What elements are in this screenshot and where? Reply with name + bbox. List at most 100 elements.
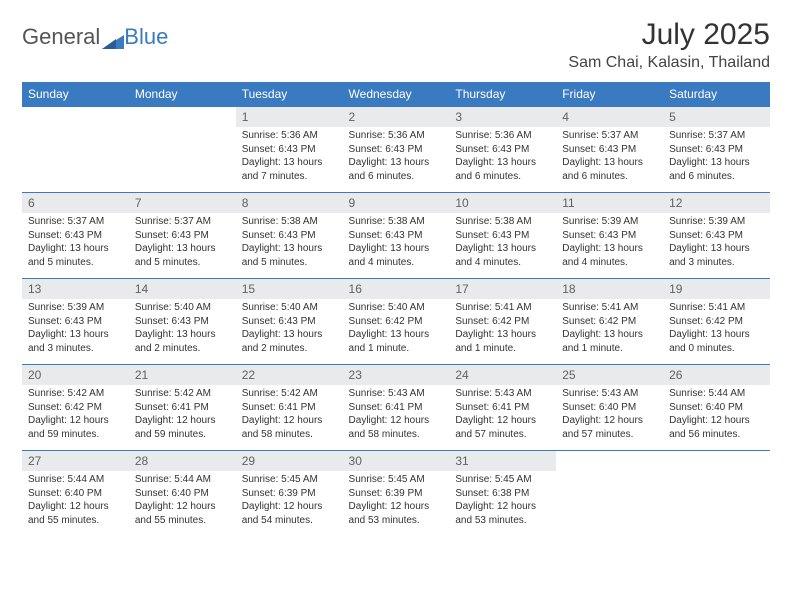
sunrise-line: Sunrise: 5:39 AM <box>669 215 764 229</box>
daylight-line: Daylight: 12 hours and 59 minutes. <box>135 414 230 441</box>
day-cell <box>663 451 770 537</box>
day-body: Sunrise: 5:42 AMSunset: 6:42 PMDaylight:… <box>22 385 129 445</box>
day-body: Sunrise: 5:38 AMSunset: 6:43 PMDaylight:… <box>449 213 556 273</box>
day-cell: 4Sunrise: 5:37 AMSunset: 6:43 PMDaylight… <box>556 107 663 193</box>
sunrise-line: Sunrise: 5:38 AM <box>455 215 550 229</box>
day-cell: 1Sunrise: 5:36 AMSunset: 6:43 PMDaylight… <box>236 107 343 193</box>
week-row: 27Sunrise: 5:44 AMSunset: 6:40 PMDayligh… <box>22 451 770 537</box>
day-body: Sunrise: 5:36 AMSunset: 6:43 PMDaylight:… <box>449 127 556 187</box>
location: Sam Chai, Kalasin, Thailand <box>568 54 770 72</box>
week-row: 1Sunrise: 5:36 AMSunset: 6:43 PMDaylight… <box>22 107 770 193</box>
header: General Blue July 2025 Sam Chai, Kalasin… <box>22 18 770 72</box>
sunset-line: Sunset: 6:40 PM <box>135 487 230 501</box>
day-number: 5 <box>663 107 770 127</box>
day-cell <box>22 107 129 193</box>
brand-logo: General Blue <box>22 24 168 50</box>
daylight-line: Daylight: 12 hours and 58 minutes. <box>349 414 444 441</box>
daylight-line: Daylight: 13 hours and 4 minutes. <box>349 242 444 269</box>
day-cell: 10Sunrise: 5:38 AMSunset: 6:43 PMDayligh… <box>449 193 556 279</box>
day-number: 4 <box>556 107 663 127</box>
sunrise-line: Sunrise: 5:43 AM <box>349 387 444 401</box>
day-number: 3 <box>449 107 556 127</box>
calendar-table: Sunday Monday Tuesday Wednesday Thursday… <box>22 82 770 537</box>
sunrise-line: Sunrise: 5:44 AM <box>28 473 123 487</box>
sunset-line: Sunset: 6:41 PM <box>349 401 444 415</box>
daylight-line: Daylight: 13 hours and 5 minutes. <box>28 242 123 269</box>
day-number: 8 <box>236 193 343 213</box>
day-body: Sunrise: 5:44 AMSunset: 6:40 PMDaylight:… <box>663 385 770 445</box>
day-body: Sunrise: 5:40 AMSunset: 6:43 PMDaylight:… <box>129 299 236 359</box>
daylight-line: Daylight: 13 hours and 4 minutes. <box>455 242 550 269</box>
sunset-line: Sunset: 6:42 PM <box>669 315 764 329</box>
sunset-line: Sunset: 6:42 PM <box>28 401 123 415</box>
day-cell: 9Sunrise: 5:38 AMSunset: 6:43 PMDaylight… <box>343 193 450 279</box>
day-number: 22 <box>236 365 343 385</box>
day-cell: 12Sunrise: 5:39 AMSunset: 6:43 PMDayligh… <box>663 193 770 279</box>
daylight-line: Daylight: 13 hours and 5 minutes. <box>242 242 337 269</box>
sunset-line: Sunset: 6:41 PM <box>455 401 550 415</box>
sunset-line: Sunset: 6:43 PM <box>562 143 657 157</box>
sunrise-line: Sunrise: 5:42 AM <box>28 387 123 401</box>
day-number: 28 <box>129 451 236 471</box>
day-body: Sunrise: 5:37 AMSunset: 6:43 PMDaylight:… <box>556 127 663 187</box>
daylight-line: Daylight: 13 hours and 6 minutes. <box>455 156 550 183</box>
sunset-line: Sunset: 6:43 PM <box>455 229 550 243</box>
day-body: Sunrise: 5:41 AMSunset: 6:42 PMDaylight:… <box>663 299 770 359</box>
day-number <box>663 451 770 471</box>
sunset-line: Sunset: 6:39 PM <box>242 487 337 501</box>
day-cell: 7Sunrise: 5:37 AMSunset: 6:43 PMDaylight… <box>129 193 236 279</box>
brand-sail-icon <box>102 29 124 45</box>
day-number: 15 <box>236 279 343 299</box>
sunrise-line: Sunrise: 5:44 AM <box>669 387 764 401</box>
day-body: Sunrise: 5:44 AMSunset: 6:40 PMDaylight:… <box>129 471 236 531</box>
day-cell: 21Sunrise: 5:42 AMSunset: 6:41 PMDayligh… <box>129 365 236 451</box>
day-number <box>556 451 663 471</box>
sunset-line: Sunset: 6:42 PM <box>562 315 657 329</box>
daylight-line: Daylight: 12 hours and 54 minutes. <box>242 500 337 527</box>
day-body: Sunrise: 5:37 AMSunset: 6:43 PMDaylight:… <box>129 213 236 273</box>
sunset-line: Sunset: 6:43 PM <box>135 229 230 243</box>
day-cell: 8Sunrise: 5:38 AMSunset: 6:43 PMDaylight… <box>236 193 343 279</box>
day-number: 11 <box>556 193 663 213</box>
day-number: 1 <box>236 107 343 127</box>
day-body: Sunrise: 5:38 AMSunset: 6:43 PMDaylight:… <box>236 213 343 273</box>
day-body: Sunrise: 5:36 AMSunset: 6:43 PMDaylight:… <box>343 127 450 187</box>
day-cell: 3Sunrise: 5:36 AMSunset: 6:43 PMDaylight… <box>449 107 556 193</box>
day-cell: 27Sunrise: 5:44 AMSunset: 6:40 PMDayligh… <box>22 451 129 537</box>
day-number: 26 <box>663 365 770 385</box>
calendar-body: 1Sunrise: 5:36 AMSunset: 6:43 PMDaylight… <box>22 107 770 537</box>
brand-part2: Blue <box>124 24 168 50</box>
day-number: 2 <box>343 107 450 127</box>
daylight-line: Daylight: 13 hours and 1 minute. <box>349 328 444 355</box>
sunset-line: Sunset: 6:41 PM <box>242 401 337 415</box>
daylight-line: Daylight: 13 hours and 2 minutes. <box>242 328 337 355</box>
daylight-line: Daylight: 13 hours and 3 minutes. <box>669 242 764 269</box>
sunset-line: Sunset: 6:43 PM <box>135 315 230 329</box>
day-number: 19 <box>663 279 770 299</box>
sunrise-line: Sunrise: 5:37 AM <box>28 215 123 229</box>
day-header: Saturday <box>663 82 770 107</box>
daylight-line: Daylight: 12 hours and 55 minutes. <box>135 500 230 527</box>
day-body: Sunrise: 5:42 AMSunset: 6:41 PMDaylight:… <box>236 385 343 445</box>
sunrise-line: Sunrise: 5:41 AM <box>455 301 550 315</box>
day-cell: 5Sunrise: 5:37 AMSunset: 6:43 PMDaylight… <box>663 107 770 193</box>
daylight-line: Daylight: 12 hours and 56 minutes. <box>669 414 764 441</box>
daylight-line: Daylight: 13 hours and 2 minutes. <box>135 328 230 355</box>
sunset-line: Sunset: 6:43 PM <box>28 315 123 329</box>
day-body: Sunrise: 5:43 AMSunset: 6:41 PMDaylight:… <box>449 385 556 445</box>
day-body: Sunrise: 5:42 AMSunset: 6:41 PMDaylight:… <box>129 385 236 445</box>
day-body: Sunrise: 5:39 AMSunset: 6:43 PMDaylight:… <box>556 213 663 273</box>
sunset-line: Sunset: 6:43 PM <box>242 143 337 157</box>
sunrise-line: Sunrise: 5:38 AM <box>349 215 444 229</box>
daylight-line: Daylight: 13 hours and 6 minutes. <box>669 156 764 183</box>
sunrise-line: Sunrise: 5:37 AM <box>562 129 657 143</box>
sunset-line: Sunset: 6:42 PM <box>349 315 444 329</box>
day-cell: 14Sunrise: 5:40 AMSunset: 6:43 PMDayligh… <box>129 279 236 365</box>
day-body: Sunrise: 5:39 AMSunset: 6:43 PMDaylight:… <box>22 299 129 359</box>
day-body: Sunrise: 5:43 AMSunset: 6:41 PMDaylight:… <box>343 385 450 445</box>
daylight-line: Daylight: 12 hours and 55 minutes. <box>28 500 123 527</box>
day-number: 24 <box>449 365 556 385</box>
sunrise-line: Sunrise: 5:37 AM <box>135 215 230 229</box>
day-body: Sunrise: 5:45 AMSunset: 6:39 PMDaylight:… <box>343 471 450 531</box>
sunrise-line: Sunrise: 5:38 AM <box>242 215 337 229</box>
